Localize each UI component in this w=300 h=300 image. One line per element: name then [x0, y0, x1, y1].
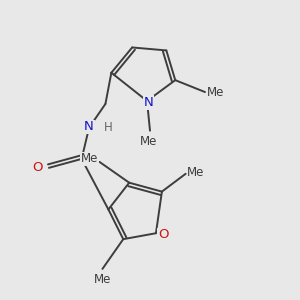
- Text: Me: Me: [94, 273, 111, 286]
- Text: Me: Me: [206, 85, 224, 98]
- Text: O: O: [32, 161, 43, 174]
- Text: Me: Me: [187, 166, 205, 179]
- Text: N: N: [144, 96, 153, 109]
- Text: N: N: [84, 120, 94, 133]
- Text: Me: Me: [81, 152, 98, 165]
- Text: Me: Me: [140, 135, 157, 148]
- Text: O: O: [158, 228, 169, 241]
- Text: H: H: [104, 121, 113, 134]
